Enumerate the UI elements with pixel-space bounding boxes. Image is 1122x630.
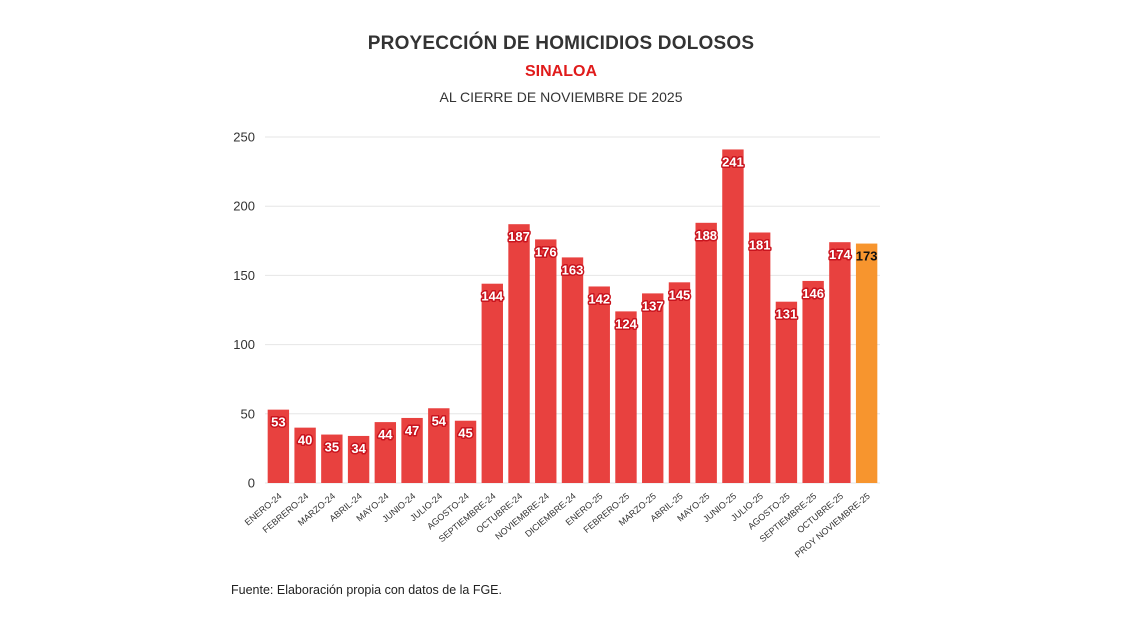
data-label: 146: [802, 286, 824, 301]
data-label: 34: [351, 441, 366, 456]
y-tick-label: 250: [233, 130, 255, 145]
bar: [374, 422, 397, 483]
y-tick-label: 0: [248, 476, 255, 491]
bar: [267, 409, 290, 483]
bar: [642, 293, 664, 483]
y-tick-label: 150: [233, 268, 255, 283]
data-label: 176: [535, 244, 557, 259]
data-label: 174: [829, 247, 851, 262]
data-label: 241: [722, 154, 744, 169]
bar: [775, 301, 798, 483]
bar: [802, 280, 824, 483]
bar: [668, 282, 691, 483]
data-label: 187: [508, 229, 530, 244]
bar: [535, 239, 557, 483]
data-label: 144: [481, 289, 503, 304]
bar: [321, 434, 343, 483]
data-label: 181: [749, 237, 771, 252]
bar: [347, 435, 370, 483]
bar: [615, 311, 637, 483]
bar: [508, 224, 530, 483]
bar: [401, 417, 423, 483]
data-label: 40: [298, 433, 312, 448]
bar: [481, 283, 503, 483]
data-label: 44: [378, 427, 393, 442]
data-label: 163: [562, 262, 584, 277]
data-label: 54: [432, 413, 447, 428]
bar: [829, 242, 851, 483]
data-label: 45: [458, 426, 472, 441]
bar: [748, 232, 771, 483]
bar: [561, 257, 584, 483]
data-label: 145: [669, 287, 691, 302]
y-tick-label: 50: [241, 406, 255, 421]
data-label: 124: [615, 316, 637, 331]
data-label: 35: [325, 440, 339, 455]
y-tick-label: 200: [233, 199, 255, 214]
data-label: 53: [271, 415, 285, 430]
data-label: 131: [776, 307, 798, 322]
data-label: 142: [588, 291, 610, 306]
data-label: 188: [695, 228, 717, 243]
chart-subtitle: SINALOA: [525, 63, 597, 80]
bar: [454, 420, 477, 483]
chart-subtitle-date: AL CIERRE DE NOVIEMBRE DE 2025: [439, 89, 683, 105]
data-label: 173: [856, 249, 878, 264]
source-note: Fuente: Elaboración propia con datos de …: [231, 583, 502, 597]
y-tick-label: 100: [233, 337, 255, 352]
data-label: 47: [405, 423, 419, 438]
bar: [588, 286, 610, 483]
bar: [428, 408, 450, 483]
bar: [855, 243, 878, 483]
bar: [294, 427, 316, 483]
chart-title: PROYECCIÓN DE HOMICIDIOS DOLOSOS: [367, 33, 755, 54]
data-label: 137: [642, 298, 664, 313]
bar: [695, 222, 717, 484]
bar: [722, 149, 744, 483]
